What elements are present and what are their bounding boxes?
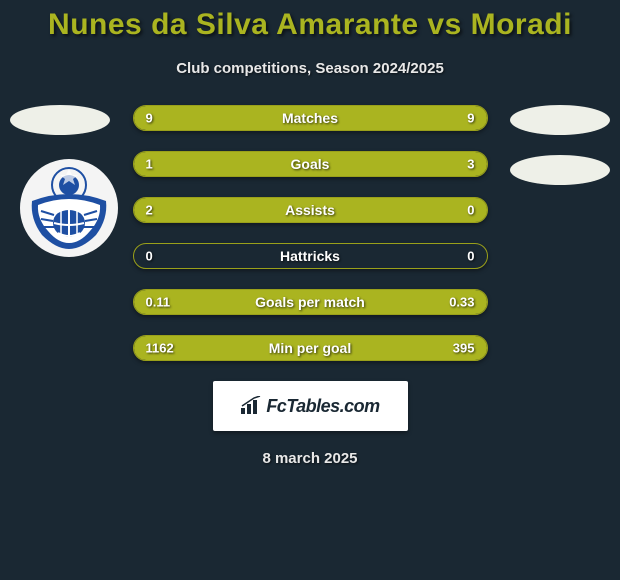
bar-fill-right [222, 152, 487, 176]
stat-label: Goals [291, 156, 330, 172]
player-left-placeholder-1 [10, 105, 110, 135]
player-right-placeholder-1 [510, 105, 610, 135]
source-logo: FcTables.com [213, 381, 408, 431]
stat-label: Matches [282, 110, 338, 126]
stat-left-value: 0.11 [146, 295, 171, 310]
stat-rows: 9 Matches 9 1 Goals 3 2 Assists 0 0 Hattricks 0 0.11… [133, 105, 488, 361]
stat-label: Assists [285, 202, 335, 218]
stat-left-value: 1 [146, 157, 153, 172]
club-crest-icon [26, 165, 112, 251]
stat-right-value: 3 [467, 157, 474, 172]
stat-left-value: 1162 [146, 341, 174, 356]
stat-row: 9 Matches 9 [133, 105, 488, 131]
stat-row: 0.11 Goals per match 0.33 [133, 289, 488, 315]
stat-right-value: 9 [467, 111, 474, 126]
comparison-subtitle: Club competitions, Season 2024/2025 [0, 60, 620, 77]
stat-left-value: 2 [146, 203, 153, 218]
comparison-date: 8 march 2025 [0, 450, 620, 467]
player-right-placeholder-2 [510, 155, 610, 185]
chart-icon [240, 396, 262, 416]
stat-right-value: 0.33 [449, 295, 474, 310]
club-badge-left [20, 159, 118, 257]
stat-label: Goals per match [255, 294, 365, 310]
source-logo-text: FcTables.com [266, 396, 379, 417]
stat-row: 1 Goals 3 [133, 151, 488, 177]
comparison-title: Nunes da Silva Amarante vs Moradi [0, 0, 620, 42]
stat-right-value: 395 [453, 341, 475, 356]
comparison-content: 9 Matches 9 1 Goals 3 2 Assists 0 0 Hattricks 0 0.11… [0, 105, 620, 467]
stat-row: 0 Hattricks 0 [133, 243, 488, 269]
stat-label: Hattricks [280, 248, 340, 264]
stat-left-value: 9 [146, 111, 153, 126]
stat-label: Min per goal [269, 340, 351, 356]
stat-right-value: 0 [467, 249, 474, 264]
stat-left-value: 0 [146, 249, 153, 264]
stat-row: 2 Assists 0 [133, 197, 488, 223]
stat-row: 1162 Min per goal 395 [133, 335, 488, 361]
stat-right-value: 0 [467, 203, 474, 218]
